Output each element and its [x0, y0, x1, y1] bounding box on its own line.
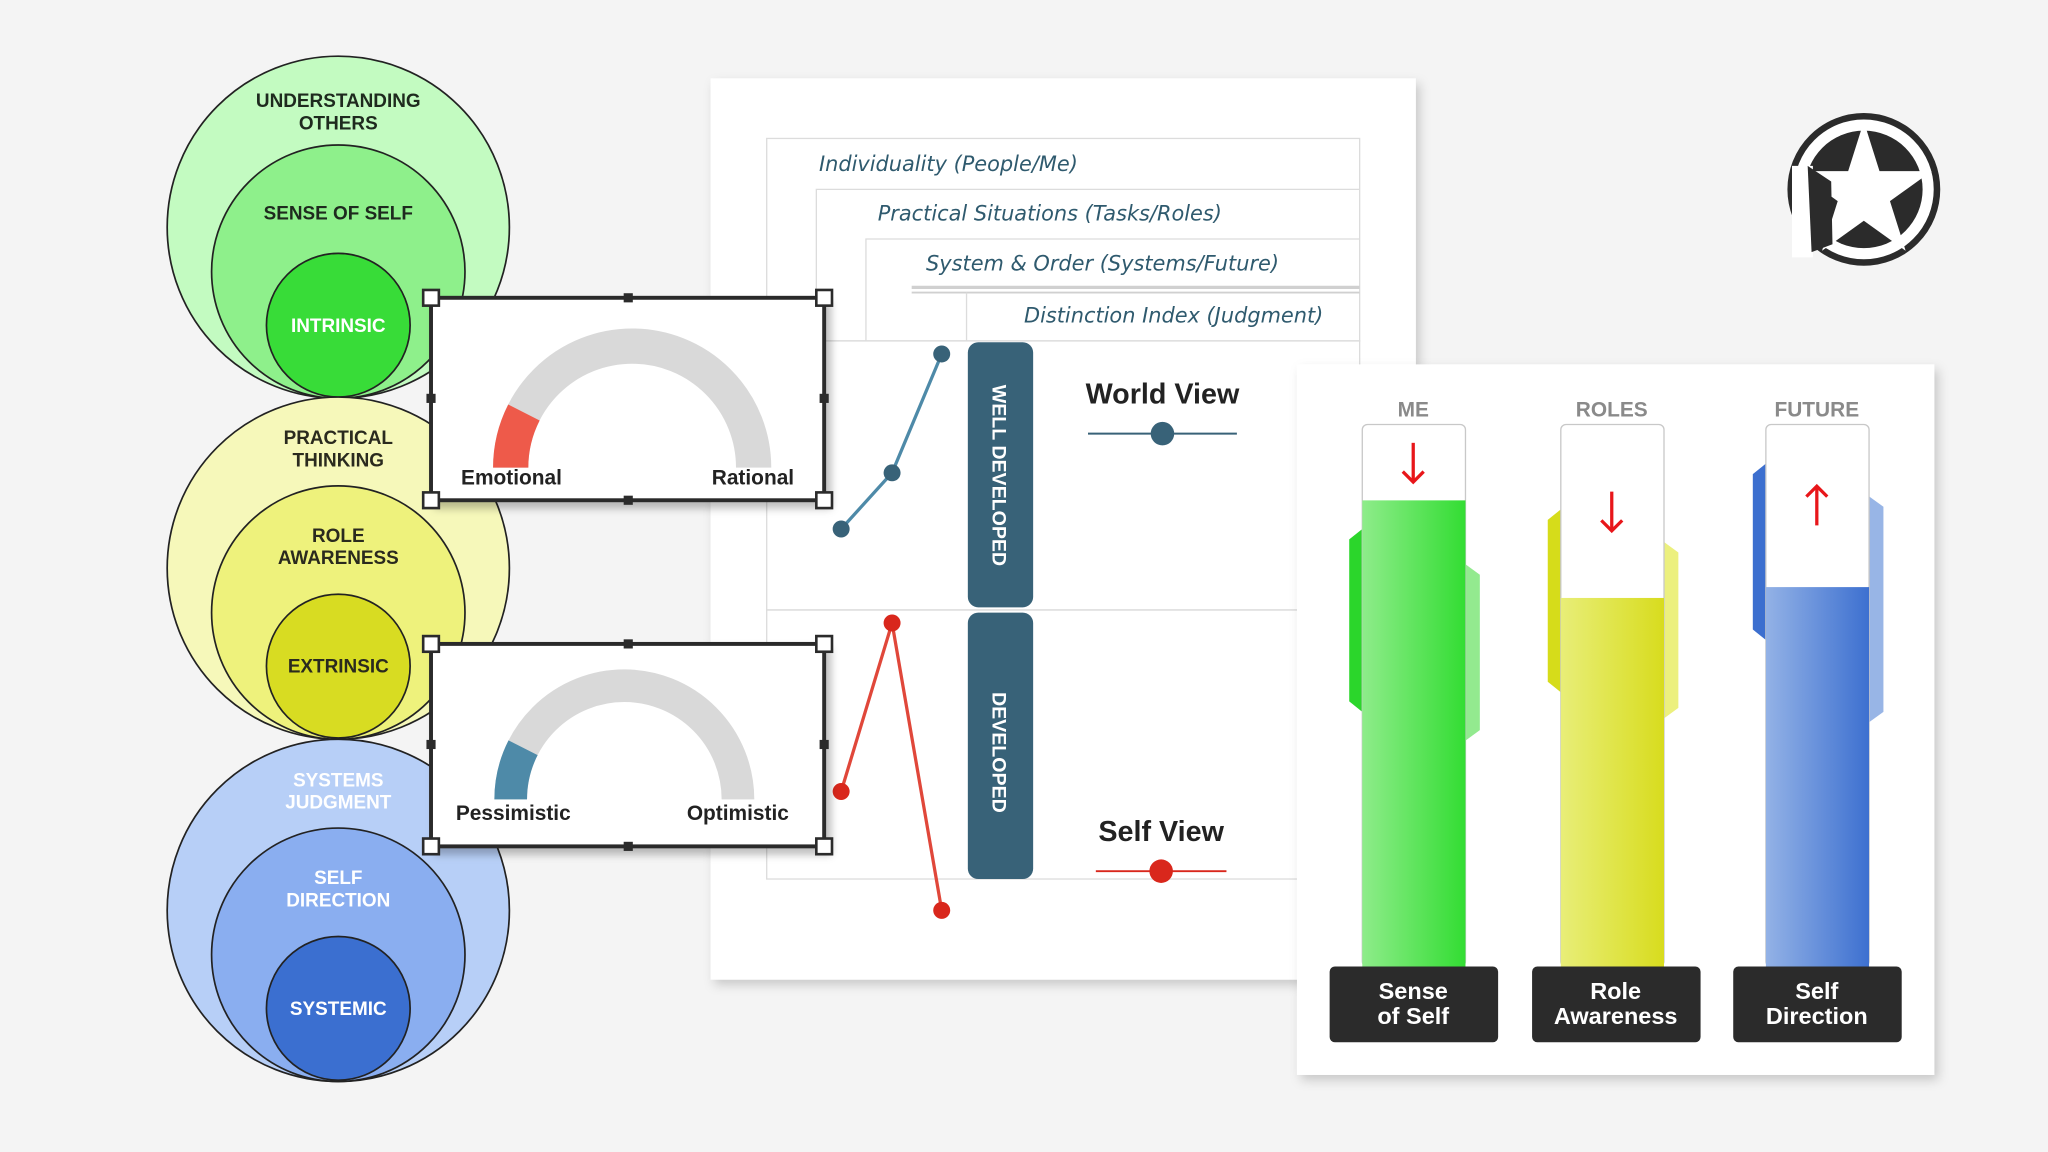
bar-header: ME: [1398, 399, 1429, 422]
gauge-value-arc: [493, 404, 540, 469]
resize-handle[interactable]: [421, 288, 441, 307]
bar-label-box: [1532, 966, 1701, 1043]
bar-side-tab: [1547, 509, 1561, 693]
resize-handle[interactable]: [426, 393, 436, 403]
world-view-label: World View: [1086, 379, 1240, 411]
resize-handle[interactable]: [421, 491, 441, 510]
world-view-point: [933, 345, 951, 363]
resize-handle[interactable]: [623, 841, 633, 851]
resize-handle[interactable]: [623, 495, 633, 505]
bar-header: FUTURE: [1774, 399, 1859, 422]
arrow-up-icon: [1805, 483, 1829, 526]
resize-handle[interactable]: [815, 837, 834, 856]
level-label-well-developed: WELL DEVELOPED: [988, 385, 1010, 566]
bar-label: Awareness: [1554, 1003, 1678, 1029]
self-view-legend-dot: [1149, 859, 1173, 883]
inner-circle-label: SYSTEMIC: [290, 999, 387, 1020]
bar-side-tab: [1869, 496, 1884, 723]
gauge-track: [493, 328, 772, 468]
bar-side-tab: [1349, 528, 1363, 712]
self-view-label: Self View: [1098, 816, 1224, 848]
resize-handle[interactable]: [623, 639, 633, 649]
resize-handle[interactable]: [421, 837, 441, 856]
gauge-right-label: Optimistic: [687, 802, 789, 825]
resize-handle[interactable]: [421, 634, 441, 654]
bar-header: ROLES: [1576, 399, 1648, 422]
world-view-point: [832, 520, 850, 538]
bar-side-tab: [1752, 463, 1766, 640]
resize-handle[interactable]: [819, 393, 829, 403]
resize-handle[interactable]: [815, 634, 834, 654]
bar-label: Role: [1590, 978, 1641, 1004]
self-view-point: [832, 783, 850, 800]
row-practical-situations: Practical Situations (Tasks/Roles): [878, 202, 1222, 226]
level-bar-well-developed: [967, 342, 1034, 608]
bar-label: Direction: [1766, 1003, 1868, 1029]
self-view-point: [883, 614, 901, 632]
bar-fill: [1765, 587, 1870, 967]
bar-label-box: [1733, 966, 1902, 1043]
bar-label: Sense: [1379, 978, 1448, 1004]
outer-circle-label: THINKING: [293, 450, 384, 471]
inner-circle-label: INTRINSIC: [291, 316, 386, 337]
resize-handle[interactable]: [815, 491, 834, 510]
resize-handle[interactable]: [819, 739, 829, 750]
outer-circle-label: OTHERS: [299, 113, 378, 134]
outer-circle-label: SYSTEMS: [293, 770, 383, 791]
resize-handle[interactable]: [426, 739, 436, 750]
middle-circle-label: AWARENESS: [278, 548, 399, 569]
world-view-legend-dot: [1150, 421, 1175, 446]
arrow-down-icon: [1600, 491, 1624, 534]
gauge-box[interactable]: Pessimistic Optimistic: [421, 634, 834, 856]
inner-circle: [265, 935, 411, 1082]
bar-fill: [1560, 597, 1664, 967]
middle-circle-label: ROLE: [312, 526, 365, 547]
row-system-order: System & Order (Systems/Future): [926, 251, 1279, 275]
view-lines: [832, 345, 951, 919]
gauge-left-label: Pessimistic: [456, 802, 571, 825]
row-individuality: Individuality (People/Me): [819, 152, 1078, 176]
outer-circle-label: PRACTICAL: [284, 428, 393, 449]
outer-circle-label: JUDGMENT: [285, 792, 392, 813]
resize-handle[interactable]: [623, 293, 633, 303]
arrow-down-icon: [1401, 442, 1425, 485]
middle-circle-label: SENSE OF SELF: [264, 203, 413, 224]
bar-fill: [1362, 500, 1466, 967]
gauge-box[interactable]: Emotional Rational: [421, 288, 834, 510]
bar-label: Self: [1795, 978, 1838, 1004]
gauge-track: [494, 669, 755, 800]
inner-circle: [265, 593, 411, 739]
level-bar-developed: [967, 612, 1034, 880]
bar-side-tab: [1465, 564, 1480, 741]
bar-side-tab: [1664, 542, 1679, 719]
gauge-left-label: Emotional: [461, 467, 562, 490]
middle-circle-label: SELF: [314, 868, 362, 889]
inner-circle-label: EXTRINSIC: [288, 657, 389, 678]
row-distinction-index: Distinction Index (Judgment): [1024, 304, 1323, 328]
bar-label: of Self: [1377, 1003, 1449, 1029]
gauge-right-label: Rational: [712, 467, 794, 490]
middle-circle-label: DIRECTION: [286, 890, 390, 911]
outer-circle-label: UNDERSTANDING: [256, 91, 421, 112]
gauges: Emotional Rational Pessimistic Optimistic: [421, 288, 834, 856]
world-view-point: [883, 464, 901, 482]
self-view-point: [933, 901, 951, 919]
level-label-developed: DEVELOPED: [988, 692, 1010, 813]
star-in-circle-icon: [1787, 112, 1941, 266]
bar-label-box: [1329, 966, 1499, 1043]
gauge-value-arc: [494, 740, 538, 800]
resize-handle[interactable]: [815, 288, 834, 307]
